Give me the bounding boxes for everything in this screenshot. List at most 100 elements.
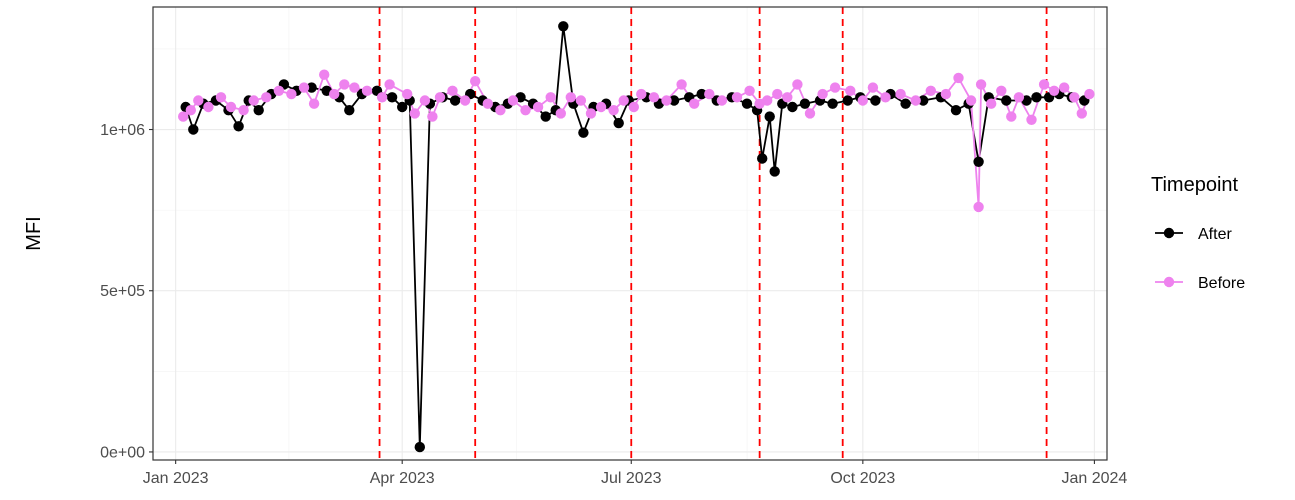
data-point-before	[376, 92, 388, 103]
data-point-before	[595, 101, 607, 113]
data-point-after	[870, 95, 881, 106]
data-point-after	[842, 95, 853, 106]
data-point-before	[532, 101, 544, 113]
data-point-before	[565, 92, 576, 103]
data-point-before	[829, 82, 841, 93]
data-point-before	[762, 95, 773, 106]
data-point-before	[545, 92, 556, 103]
data-point-before	[178, 111, 189, 122]
legend-key-point	[1163, 276, 1175, 288]
data-point-before	[339, 79, 350, 90]
data-point-before	[880, 92, 891, 103]
data-point-after	[900, 98, 911, 109]
data-point-after	[188, 124, 199, 135]
data-point-before	[409, 108, 420, 119]
data-point-before	[817, 88, 828, 100]
data-point-after	[769, 166, 780, 177]
data-point-before	[215, 92, 227, 103]
data-point-after	[918, 95, 929, 106]
data-point-before	[857, 95, 868, 106]
x-tick-label: Jan 2023	[143, 470, 209, 487]
data-point-before	[1048, 85, 1060, 97]
data-point-before	[238, 105, 249, 116]
data-point-after	[973, 156, 984, 167]
data-point-after	[414, 441, 425, 453]
data-point-before	[744, 85, 755, 97]
data-point-before	[495, 105, 506, 116]
data-point-after	[253, 105, 264, 116]
data-point-before	[940, 88, 952, 100]
data-point-after	[764, 111, 775, 122]
data-point-before	[845, 85, 856, 97]
data-point-after	[950, 105, 962, 116]
series-layer	[178, 21, 1095, 453]
data-point-before	[555, 108, 566, 119]
y-axis: 0e+00 5e+05 1e+06	[100, 122, 153, 461]
x-tick-label: Oct 2023	[830, 470, 895, 487]
data-point-before	[628, 101, 639, 113]
data-point-before	[1026, 114, 1037, 126]
data-point-before	[225, 101, 237, 113]
data-point-before	[384, 79, 395, 90]
data-point-before	[447, 85, 458, 97]
data-point-before	[459, 95, 471, 106]
data-point-after	[578, 127, 589, 138]
data-point-before	[895, 88, 906, 100]
data-point-before	[261, 92, 272, 103]
data-point-before	[996, 85, 1007, 97]
data-point-before	[804, 108, 816, 119]
data-point-before	[1006, 111, 1017, 122]
y-tick-label: 5e+05	[100, 283, 145, 300]
data-point-after	[787, 101, 798, 113]
data-point-after	[1001, 95, 1012, 106]
data-point-before	[772, 88, 783, 100]
data-point-before	[520, 105, 531, 116]
data-point-before	[689, 98, 700, 109]
data-point-after	[613, 117, 624, 129]
data-point-after	[799, 98, 811, 109]
data-point-before	[1038, 79, 1050, 90]
data-point-before	[867, 82, 879, 93]
data-point-before	[973, 201, 984, 213]
legend: Timepoint After Before	[1151, 174, 1245, 292]
panel-border	[152, 6, 1108, 461]
data-point-before	[482, 98, 493, 109]
data-point-before	[319, 69, 330, 80]
data-point-after	[696, 88, 707, 100]
data-point-after	[540, 111, 551, 122]
data-point-before	[329, 88, 340, 100]
data-point-before	[402, 88, 413, 100]
data-point-after	[386, 92, 398, 103]
data-point-before	[676, 79, 687, 90]
data-point-before	[286, 88, 297, 100]
data-point-before	[782, 92, 793, 103]
x-tick-label: Apr 2023	[370, 470, 435, 487]
data-point-before	[953, 72, 964, 84]
legend-label: After	[1198, 226, 1232, 243]
x-tick-label: Jul 2023	[601, 470, 662, 487]
data-point-before	[975, 79, 987, 90]
data-point-after	[344, 105, 355, 116]
data-point-before	[575, 95, 587, 106]
data-point-after	[233, 121, 244, 132]
data-point-after	[558, 21, 569, 32]
x-axis: Jan 2023 Apr 2023 Jul 2023 Oct 2023 Jan 2024	[143, 460, 1127, 487]
data-point-before	[434, 92, 446, 103]
data-point-before	[910, 95, 921, 106]
data-point-before	[470, 76, 481, 87]
data-point-after	[668, 95, 680, 106]
data-point-before	[185, 105, 196, 116]
data-point-before	[648, 92, 660, 103]
data-point-before	[965, 95, 977, 106]
data-point-after	[449, 95, 461, 106]
data-point-before	[361, 85, 373, 97]
data-point-before	[349, 82, 360, 93]
data-point-before	[661, 95, 672, 106]
data-point-before	[585, 108, 597, 119]
data-point-after	[741, 98, 753, 109]
data-point-before	[507, 95, 519, 106]
data-point-before	[731, 92, 743, 103]
data-point-before	[248, 95, 259, 106]
data-point-before	[308, 98, 320, 109]
legend-title: Timepoint	[1151, 174, 1239, 196]
